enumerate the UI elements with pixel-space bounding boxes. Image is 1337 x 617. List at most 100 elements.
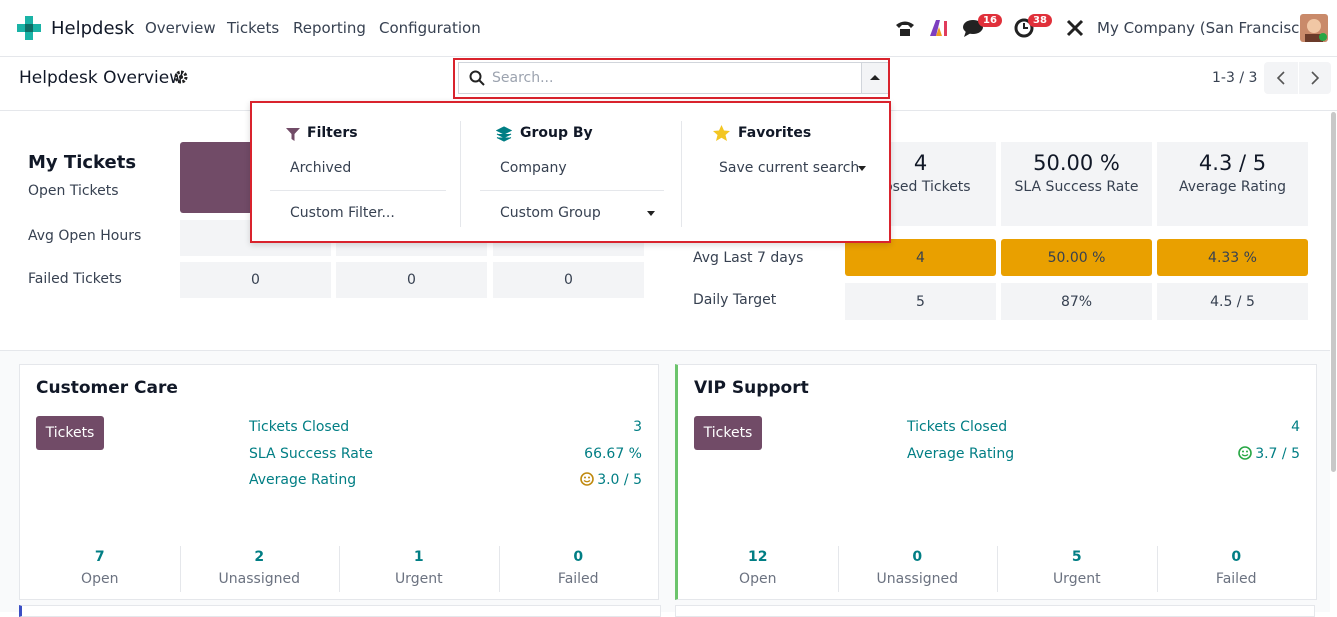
tools-icon[interactable] bbox=[1065, 18, 1085, 38]
stat-value: 5 bbox=[916, 293, 925, 310]
team-card: VIP Support Tickets Tickets Closed 4 Average… bbox=[675, 364, 1317, 600]
stat-label[interactable]: Average Rating bbox=[249, 472, 357, 488]
pager-next[interactable] bbox=[1299, 62, 1331, 94]
menu-item[interactable]: Reporting bbox=[293, 19, 366, 37]
stat-value[interactable]: 66.67 % bbox=[584, 445, 642, 462]
footer-label[interactable]: Failed bbox=[1215, 571, 1257, 587]
favorite-option[interactable]: Save current search bbox=[719, 160, 860, 176]
caret-down bbox=[647, 211, 655, 216]
footer-label[interactable]: Open bbox=[739, 571, 777, 587]
kpi-tile: 50.00 % SLA Success Rate bbox=[1001, 142, 1152, 226]
row-label: Daily Target bbox=[693, 292, 777, 308]
pager-prev[interactable] bbox=[1264, 62, 1298, 94]
kpi-value: 4 bbox=[913, 151, 928, 175]
filter-icon bbox=[286, 128, 300, 141]
row-label: Open Tickets bbox=[28, 183, 119, 199]
scrollbar bbox=[1331, 112, 1336, 472]
footer-label[interactable]: Urgent bbox=[1052, 571, 1101, 587]
stat-value[interactable]: 3.0 / 5 bbox=[580, 472, 642, 488]
stat-tile: 4.33 % bbox=[1157, 239, 1308, 276]
footer-label[interactable]: Unassigned bbox=[218, 571, 300, 587]
page-title: Helpdesk Overview bbox=[19, 68, 184, 88]
stat-label[interactable]: Average Rating bbox=[907, 445, 1015, 462]
control-panel: Helpdesk Overview Search... 1-3 / 3 bbox=[0, 56, 1337, 111]
pager: 1-3 / 3 bbox=[1212, 70, 1258, 86]
footer-label[interactable]: Unassigned bbox=[876, 571, 958, 587]
stat-tile: 4.5 / 5 bbox=[1157, 283, 1308, 320]
app-name[interactable]: Helpdesk bbox=[51, 18, 135, 39]
caret-up bbox=[870, 75, 880, 80]
stat-value: 4.5 / 5 bbox=[1210, 293, 1255, 310]
search-highlight bbox=[453, 58, 890, 99]
footer-label[interactable]: Urgent bbox=[394, 571, 443, 587]
stat-tile[interactable]: 0 bbox=[493, 262, 644, 298]
divider bbox=[480, 190, 664, 191]
search-dropdown: Filters Archived Custom Filter... Group … bbox=[250, 101, 891, 243]
footer-value[interactable]: 5 bbox=[1071, 549, 1082, 565]
caret-down bbox=[858, 166, 866, 171]
stat-value: 4.33 % bbox=[1208, 249, 1257, 266]
divider bbox=[460, 121, 461, 227]
search-icon bbox=[469, 70, 485, 86]
rating-icon bbox=[1238, 445, 1253, 460]
stat-tile[interactable]: 0 bbox=[180, 262, 331, 298]
search-toggle[interactable] bbox=[861, 63, 888, 93]
company-switcher[interactable]: My Company (San Francisco) bbox=[1097, 19, 1315, 37]
kpi-label: SLA Success Rate bbox=[1014, 179, 1139, 195]
kpi-value: 50.00 % bbox=[1033, 151, 1120, 175]
footer-label[interactable]: Failed bbox=[557, 571, 599, 587]
footer-value[interactable]: 1 bbox=[413, 549, 424, 565]
divider bbox=[339, 546, 340, 592]
stat-tile: 50.00 % bbox=[1001, 239, 1152, 276]
kpi-tile: 4.3 / 5 Average Rating bbox=[1157, 142, 1308, 226]
row-label: Avg Open Hours bbox=[28, 228, 142, 244]
activity-badge: 38 bbox=[1028, 14, 1052, 27]
group-option[interactable]: Company bbox=[500, 160, 567, 176]
stat-tile[interactable]: 0 bbox=[336, 262, 487, 298]
filters-title: Filters bbox=[307, 125, 358, 141]
footer-label[interactable]: Open bbox=[81, 571, 119, 587]
footer-value[interactable]: 0 bbox=[912, 549, 923, 565]
search-bar[interactable]: Search... bbox=[458, 62, 888, 94]
menu-item[interactable]: Configuration bbox=[379, 19, 481, 37]
stat-value[interactable]: 3 bbox=[633, 419, 642, 435]
kpi-value: 4.3 / 5 bbox=[1198, 151, 1267, 175]
stat-value: 0 bbox=[407, 272, 416, 288]
divider bbox=[997, 546, 998, 592]
footer-value[interactable]: 0 bbox=[573, 549, 584, 565]
stat-value[interactable]: 3.7 / 5 bbox=[1238, 446, 1300, 462]
ai-icon[interactable] bbox=[928, 18, 950, 38]
app-logo bbox=[17, 16, 41, 40]
star-icon bbox=[713, 125, 730, 141]
user-avatar[interactable] bbox=[1300, 14, 1328, 42]
stat-label[interactable]: SLA Success Rate bbox=[249, 445, 373, 462]
stat-value[interactable]: 4 bbox=[1291, 419, 1300, 435]
tickets-button[interactable]: Tickets bbox=[694, 416, 762, 450]
group-icon bbox=[496, 126, 512, 142]
kpi-label: Average Rating bbox=[1178, 179, 1287, 195]
tickets-button[interactable]: Tickets bbox=[36, 416, 104, 450]
group-option[interactable]: Custom Group bbox=[500, 205, 601, 221]
team-card: Customer Care Tickets Tickets Closed 3 SLA S… bbox=[19, 364, 659, 600]
divider bbox=[270, 190, 446, 191]
phone-icon[interactable] bbox=[894, 18, 916, 38]
divider bbox=[837, 546, 839, 592]
divider bbox=[179, 546, 181, 592]
filter-option[interactable]: Custom Filter... bbox=[290, 205, 395, 221]
footer-value[interactable]: 12 bbox=[748, 549, 768, 565]
section-title: My Tickets bbox=[28, 152, 137, 173]
stat-label[interactable]: Tickets Closed bbox=[249, 419, 350, 435]
menu-item[interactable]: Tickets bbox=[227, 19, 280, 37]
footer-value[interactable]: 0 bbox=[1231, 549, 1242, 565]
menu-item[interactable]: Overview bbox=[145, 19, 216, 37]
stat-value: 4 bbox=[916, 249, 925, 266]
stat-label[interactable]: Tickets Closed bbox=[907, 419, 1008, 435]
footer-value[interactable]: 2 bbox=[254, 549, 265, 565]
activity-icon[interactable] bbox=[1014, 18, 1034, 38]
divider bbox=[1156, 546, 1158, 592]
filter-option[interactable]: Archived bbox=[290, 160, 352, 176]
settings-gear[interactable] bbox=[174, 70, 188, 84]
footer-value[interactable]: 7 bbox=[94, 549, 105, 565]
stat-tile: 4 bbox=[845, 239, 996, 276]
